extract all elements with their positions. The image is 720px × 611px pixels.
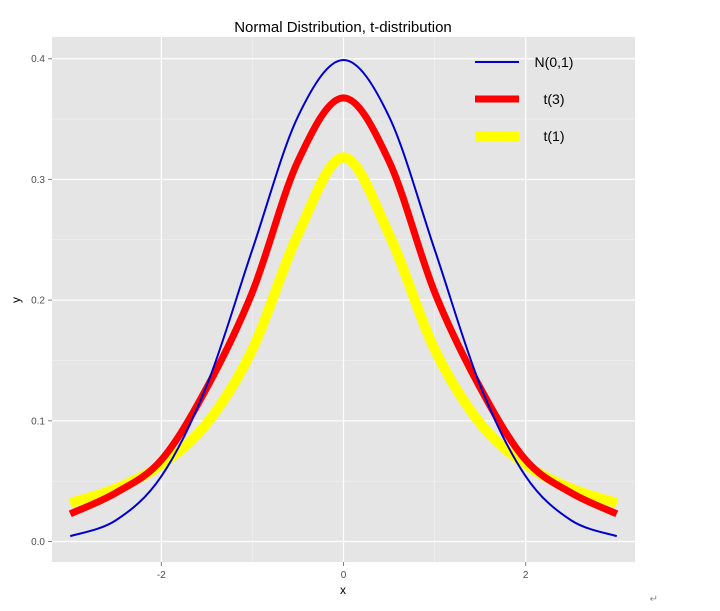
- y-tick-label: 0.0: [31, 537, 45, 548]
- y-axis-title: y: [9, 297, 23, 303]
- y-tick-label: 0.1: [31, 416, 45, 427]
- legend-label-n-0-1: N(0,1): [535, 54, 574, 70]
- series-line-n-0-1: [69, 59, 618, 538]
- series-line-t-1: [68, 152, 619, 508]
- series-line-t-3: [68, 94, 619, 518]
- y-tick-label: 0.2: [31, 296, 45, 307]
- legend: N(0,1) t(3) t(1): [475, 54, 573, 144]
- axes: -2 0 2 0.0 0.1 0.2 0.3 0.4: [31, 54, 529, 581]
- grid: [52, 37, 635, 562]
- return-mark: ↵: [649, 594, 658, 605]
- x-tick-label: 2: [523, 570, 529, 581]
- legend-label-t-3: t(3): [544, 91, 565, 107]
- x-axis-title: x: [340, 583, 346, 597]
- x-tick-label: 0: [341, 570, 347, 581]
- y-tick-label: 0.4: [31, 54, 45, 65]
- series-lines: [68, 59, 619, 538]
- chart-title: Normal Distribution, t-distribution: [234, 19, 452, 36]
- legend-label-t-1: t(1): [544, 128, 565, 144]
- y-tick-label: 0.3: [31, 175, 45, 186]
- x-tick-label: -2: [157, 570, 166, 581]
